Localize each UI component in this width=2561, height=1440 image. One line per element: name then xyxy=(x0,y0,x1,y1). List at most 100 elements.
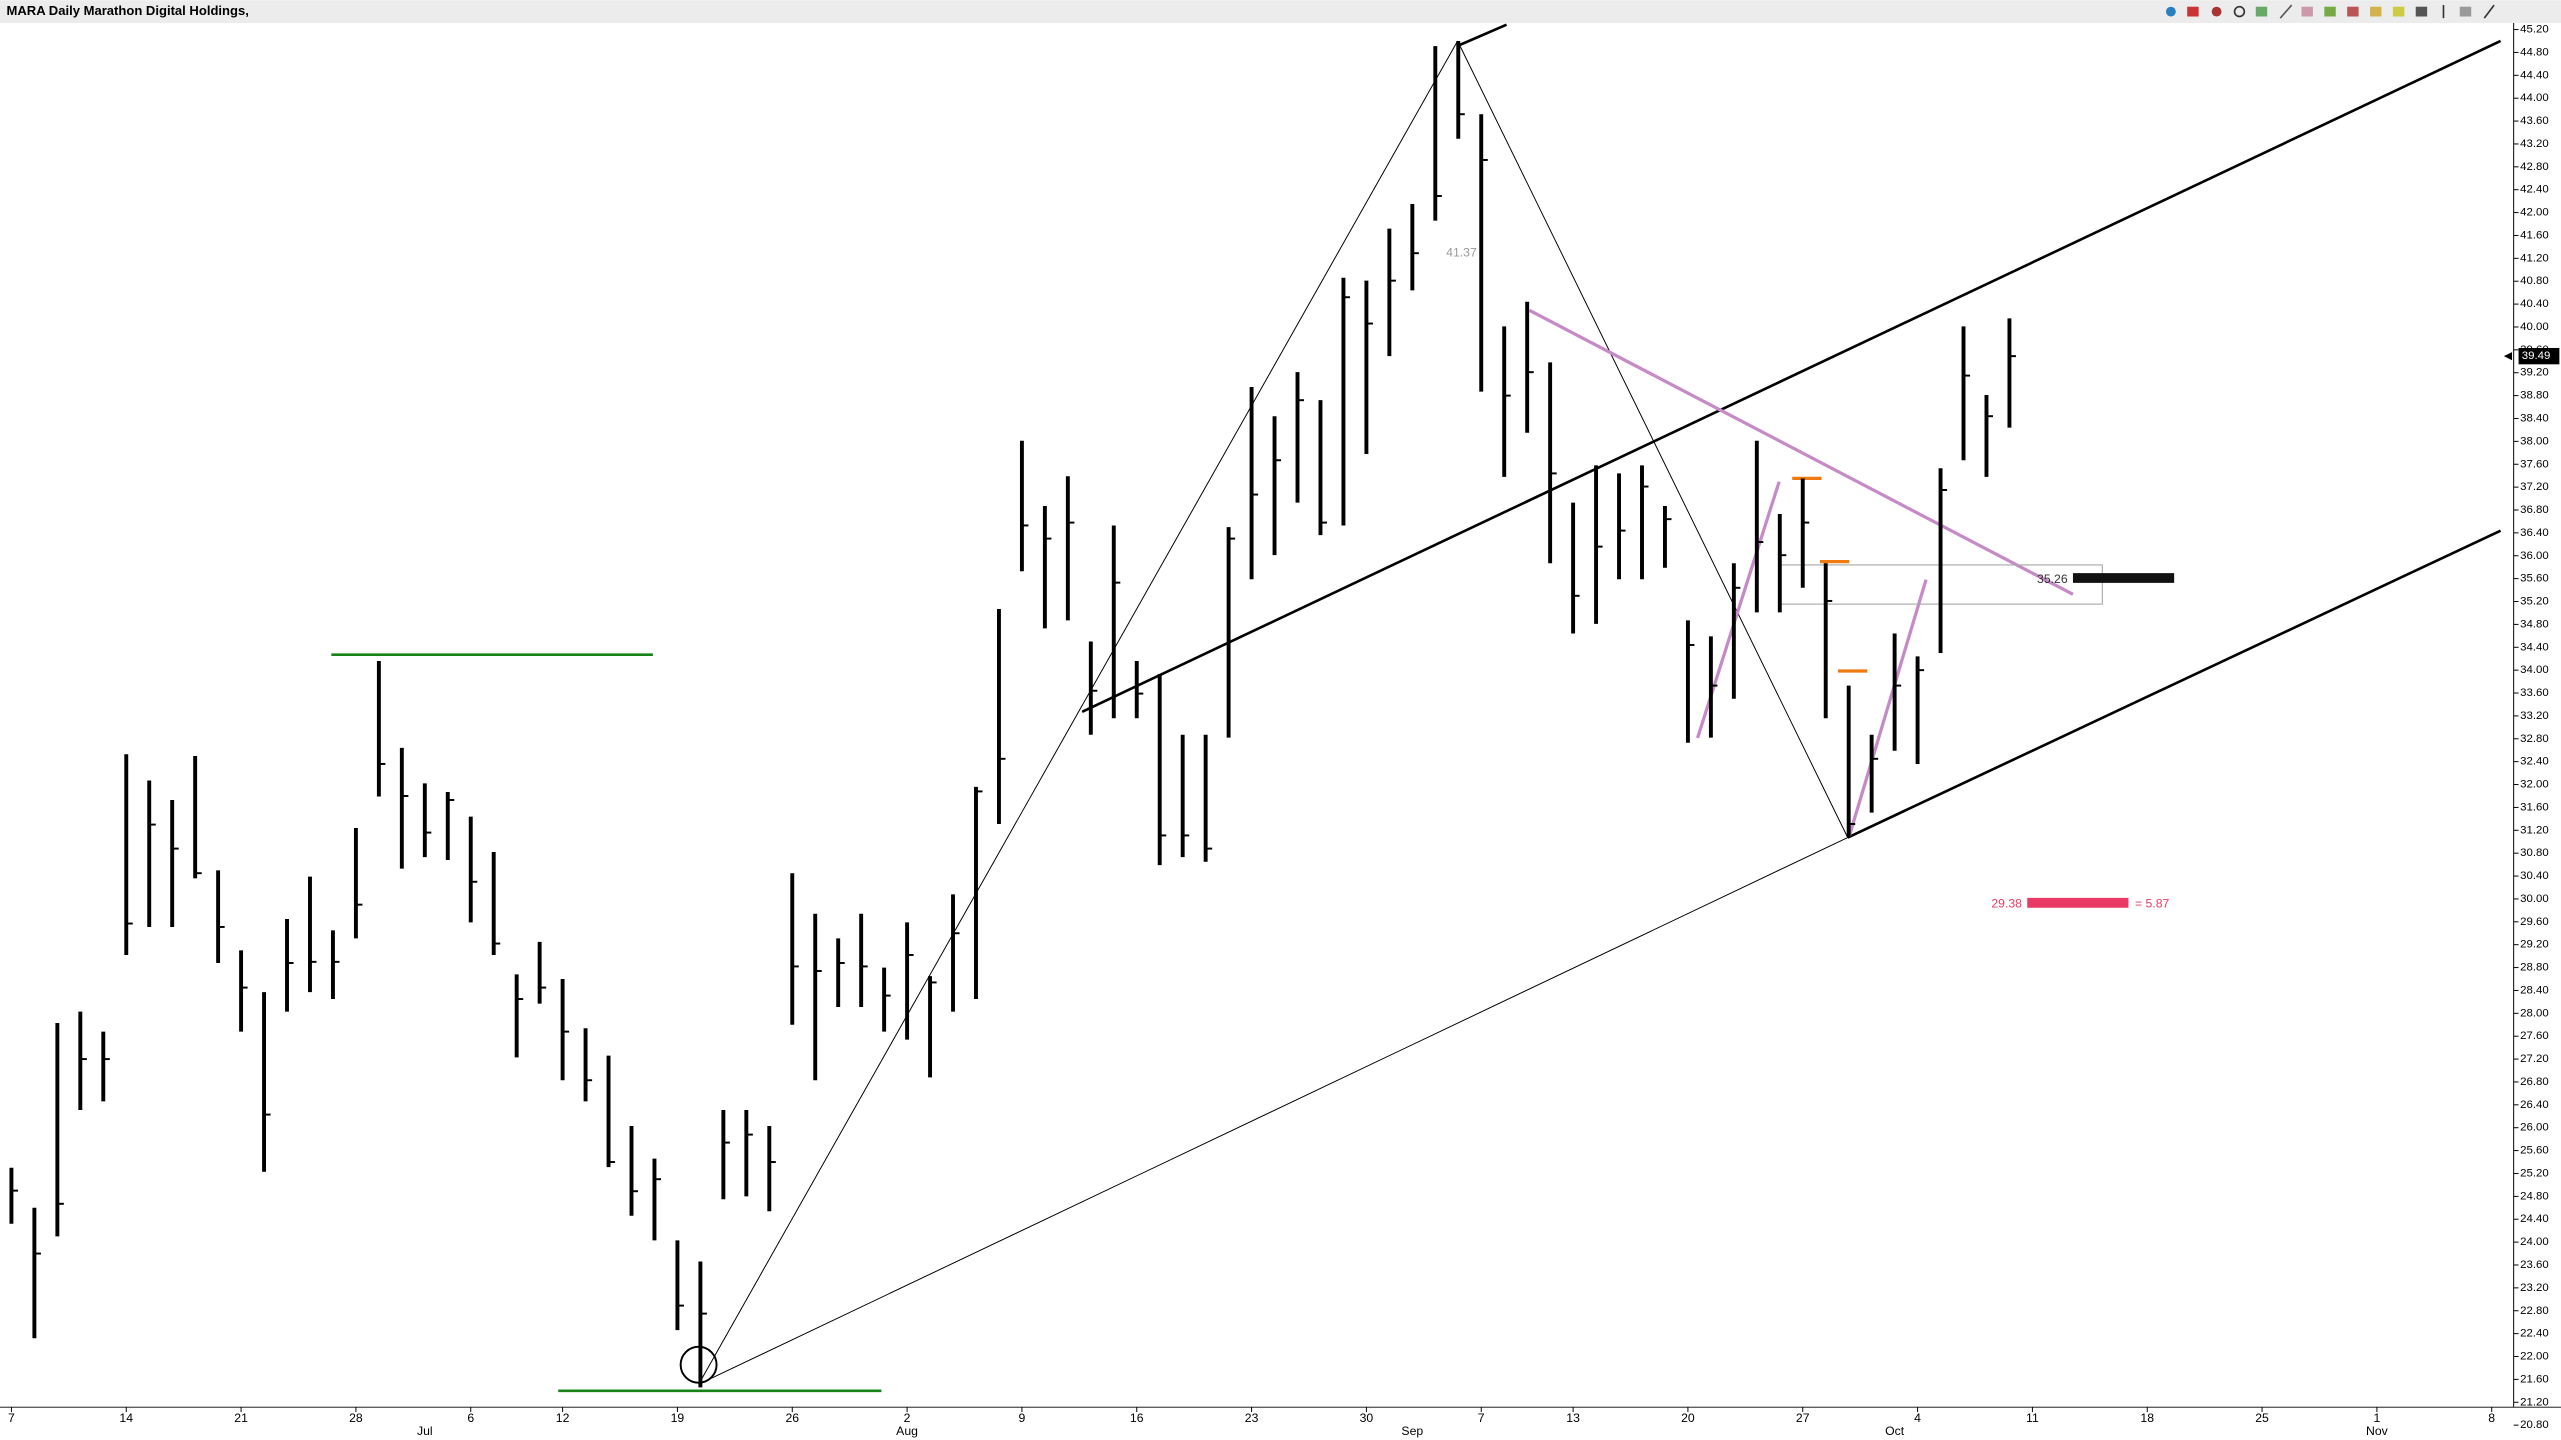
x-tick-label: 7 xyxy=(8,1411,15,1425)
y-tick-label: 32.40 xyxy=(2520,756,2549,768)
channel-line xyxy=(1847,529,2502,839)
annotation: = 5.87 xyxy=(2135,897,2170,911)
tool-icon[interactable] xyxy=(2301,6,2313,17)
channel-line xyxy=(1457,23,1508,48)
y-tick-label: 33.20 xyxy=(2520,710,2549,722)
y-tick-label: 35.60 xyxy=(2520,573,2549,585)
tool-icon[interactable] xyxy=(2392,6,2405,17)
x-tick-label: 19 xyxy=(671,1411,685,1425)
y-tick-label: 20.80 xyxy=(2520,1419,2549,1431)
y-tick-label: 29.60 xyxy=(2520,916,2549,928)
tool-icon[interactable] xyxy=(2255,6,2268,17)
x-tick-label: 23 xyxy=(1245,1411,1259,1425)
y-tick-label: 44.80 xyxy=(2520,46,2549,58)
month-label: Nov xyxy=(2366,1424,2389,1438)
y-tick-label: 23.60 xyxy=(2520,1259,2549,1271)
tool-icon[interactable] xyxy=(2347,6,2359,17)
y-tick-label: 24.00 xyxy=(2520,1236,2549,1248)
y-tick-label: 42.80 xyxy=(2520,161,2549,173)
y-tick-label: 26.40 xyxy=(2520,1099,2549,1111)
tool-icon[interactable] xyxy=(2211,6,2222,17)
y-tick-label: 36.00 xyxy=(2520,550,2549,562)
y-tick-label: 38.40 xyxy=(2520,413,2549,425)
y-tick-label: 27.60 xyxy=(2520,1030,2549,1042)
trend-line xyxy=(698,40,1459,1385)
x-tick-label: 30 xyxy=(1360,1411,1374,1425)
y-tick-label: 39.20 xyxy=(2520,367,2549,379)
y-tick-label: 45.20 xyxy=(2520,24,2549,36)
y-tick-label: 24.40 xyxy=(2520,1213,2549,1225)
annotation: 35.26 xyxy=(2037,572,2068,586)
x-tick-label: 14 xyxy=(119,1411,133,1425)
chart-title: MARA Daily Marathon Digital Holdings, xyxy=(7,3,249,18)
y-tick-label: 27.20 xyxy=(2520,1053,2549,1065)
trend-line xyxy=(698,837,1848,1385)
tool-icon[interactable] xyxy=(2459,6,2472,17)
tool-icon[interactable] xyxy=(2279,4,2293,19)
x-tick-label: 28 xyxy=(349,1411,363,1425)
tool-icon[interactable] xyxy=(2324,6,2336,17)
y-tick-label: 40.00 xyxy=(2520,321,2549,333)
y-tick-label: 44.40 xyxy=(2520,69,2549,81)
x-tick-label: 26 xyxy=(785,1411,799,1425)
x-tick-label: 7 xyxy=(1478,1411,1485,1425)
y-tick-label: 34.40 xyxy=(2520,641,2549,653)
trend-line xyxy=(1847,579,1928,837)
x-tick-label: 8 xyxy=(2488,1411,2495,1425)
x-tick-label: 9 xyxy=(1019,1411,1026,1425)
y-tick-label: 33.60 xyxy=(2520,687,2549,699)
tool-icon[interactable] xyxy=(2233,5,2246,18)
y-tick-label: 42.40 xyxy=(2520,184,2549,196)
tool-icon[interactable] xyxy=(2187,6,2199,17)
tool-icon[interactable] xyxy=(2415,6,2428,17)
y-tick-label: 28.80 xyxy=(2520,962,2549,974)
y-tick-label: 37.20 xyxy=(2520,481,2549,493)
annotation: 29.38 xyxy=(1991,897,2022,911)
y-tick-label: 43.20 xyxy=(2520,138,2549,150)
x-tick-label: 11 xyxy=(2026,1411,2039,1425)
y-tick-label: 44.00 xyxy=(2520,92,2549,104)
y-tick-label: 28.40 xyxy=(2520,984,2549,996)
x-tick-label: 16 xyxy=(1130,1411,1144,1425)
y-tick-label: 23.20 xyxy=(2520,1282,2549,1294)
toolbar-icons[interactable] xyxy=(2165,4,2495,19)
tool-icon[interactable] xyxy=(2483,4,2495,19)
channel-line xyxy=(1081,39,2502,714)
y-tick-label: 30.40 xyxy=(2520,870,2549,882)
y-tick-label: 41.20 xyxy=(2520,252,2549,264)
x-tick-label: 20 xyxy=(1681,1411,1695,1425)
x-tick-label: 18 xyxy=(2140,1411,2154,1425)
y-tick-label: 28.00 xyxy=(2520,1007,2549,1019)
drawings xyxy=(331,23,2502,1393)
y-tick-label: 36.80 xyxy=(2520,504,2549,516)
y-tick-label: 41.60 xyxy=(2520,229,2549,241)
y-tick-label: 32.80 xyxy=(2520,733,2549,745)
trend-line xyxy=(1457,40,1849,838)
y-tick-label: 26.80 xyxy=(2520,1076,2549,1088)
x-tick-label: 21 xyxy=(234,1411,248,1425)
y-tick-label: 34.80 xyxy=(2520,618,2549,630)
tool-icon[interactable] xyxy=(2370,6,2382,17)
y-tick-label: 42.00 xyxy=(2520,207,2549,219)
trend-line xyxy=(1528,308,2074,596)
month-label: Oct xyxy=(1885,1424,1905,1438)
x-tick-label: 25 xyxy=(2255,1411,2269,1425)
y-tick-label: 31.20 xyxy=(2520,824,2549,836)
last-price-box xyxy=(2518,347,2560,365)
annotation: 41.37 xyxy=(1446,245,1477,259)
x-tick-label: 4 xyxy=(1914,1411,1921,1425)
y-tick-label: 21.20 xyxy=(2520,1396,2549,1408)
y-tick-label: 38.00 xyxy=(2520,435,2549,447)
y-tick-label: 34.00 xyxy=(2520,664,2549,676)
x-tick-label: 27 xyxy=(1796,1411,1810,1425)
y-tick-label: 37.60 xyxy=(2520,458,2549,470)
tool-icon[interactable] xyxy=(2165,6,2176,17)
y-tick-label: 26.00 xyxy=(2520,1122,2549,1134)
y-tick-label: 38.80 xyxy=(2520,390,2549,402)
y-tick-label: 30.80 xyxy=(2520,847,2549,859)
x-tick-label: 2 xyxy=(904,1411,911,1425)
y-tick-label: 43.60 xyxy=(2520,115,2549,127)
last-price-arrow xyxy=(2503,352,2513,361)
